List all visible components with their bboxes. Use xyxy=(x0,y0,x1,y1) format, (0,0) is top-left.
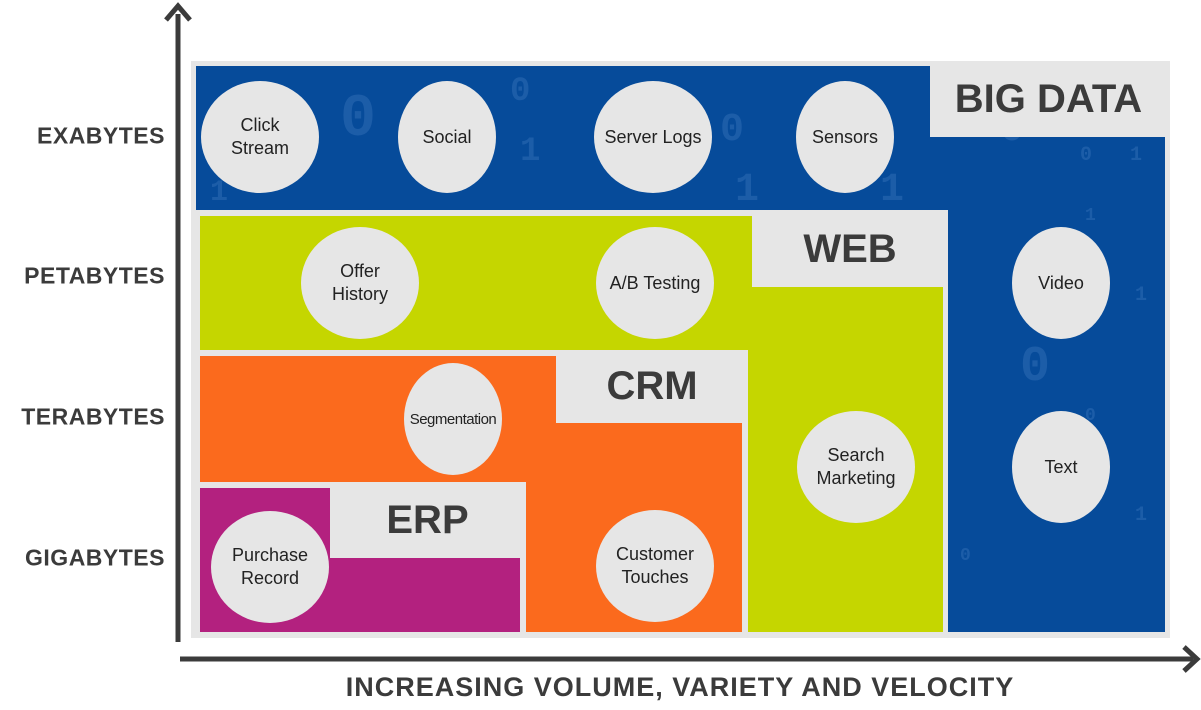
big-data-label: BIG DATA xyxy=(930,62,1167,137)
svg-text:0: 0 xyxy=(510,73,530,111)
svg-text:1: 1 xyxy=(1135,504,1147,527)
bubble-offer-history: Offer History xyxy=(301,227,419,339)
binary-background: 00 10 11 00 11 01 01 10 xyxy=(210,73,1147,566)
web-label: WEB xyxy=(803,227,897,271)
svg-text:1: 1 xyxy=(520,133,540,171)
svg-text:1: 1 xyxy=(880,168,904,213)
svg-text:0: 0 xyxy=(1085,406,1096,426)
x-axis-label: INCREASING VOLUME, VARIETY AND VELOCITY xyxy=(345,672,1015,702)
svg-text:1: 1 xyxy=(1135,284,1147,307)
bubble-server-logs: Server Logs xyxy=(594,81,712,193)
svg-text:1: 1 xyxy=(1130,144,1142,167)
erp-label: ERP xyxy=(386,497,469,542)
svg-text:0: 0 xyxy=(960,546,971,566)
bubble-social: Social xyxy=(398,81,496,193)
bubble-purchase-record: Purchase Record xyxy=(211,511,329,623)
svg-text:1: 1 xyxy=(210,176,228,210)
svg-text:1: 1 xyxy=(735,168,759,213)
bubble-video: Video xyxy=(1012,227,1110,339)
svg-text:0: 0 xyxy=(1080,144,1092,167)
y-label-exabytes: EXABYTES xyxy=(37,122,165,149)
bubble-click-stream: Click Stream xyxy=(201,81,319,193)
svg-text:0: 0 xyxy=(720,108,744,153)
y-label-gigabytes: GIGABYTES xyxy=(25,544,165,571)
bubble-ab-testing: A/B Testing xyxy=(596,227,714,339)
bubble-customer-touches: Customer Touches xyxy=(596,510,714,622)
big-data-region xyxy=(196,66,1165,632)
y-label-petabytes: PETABYTES xyxy=(24,262,165,289)
svg-text:1: 1 xyxy=(1085,206,1096,226)
crm-label: CRM xyxy=(606,364,698,408)
bubble-text: Text xyxy=(1012,411,1110,523)
y-axis-arrow-icon xyxy=(164,2,192,22)
y-label-terabytes: TERABYTES xyxy=(21,403,165,430)
bubble-segmentation: Segmentation xyxy=(404,363,502,475)
x-axis-arrow-icon xyxy=(1182,645,1201,673)
svg-text:0: 0 xyxy=(340,86,376,154)
bubble-sensors: Sensors xyxy=(796,81,894,193)
svg-text:0: 0 xyxy=(1020,339,1050,396)
bubble-search-marketing: Search Marketing xyxy=(797,411,915,523)
